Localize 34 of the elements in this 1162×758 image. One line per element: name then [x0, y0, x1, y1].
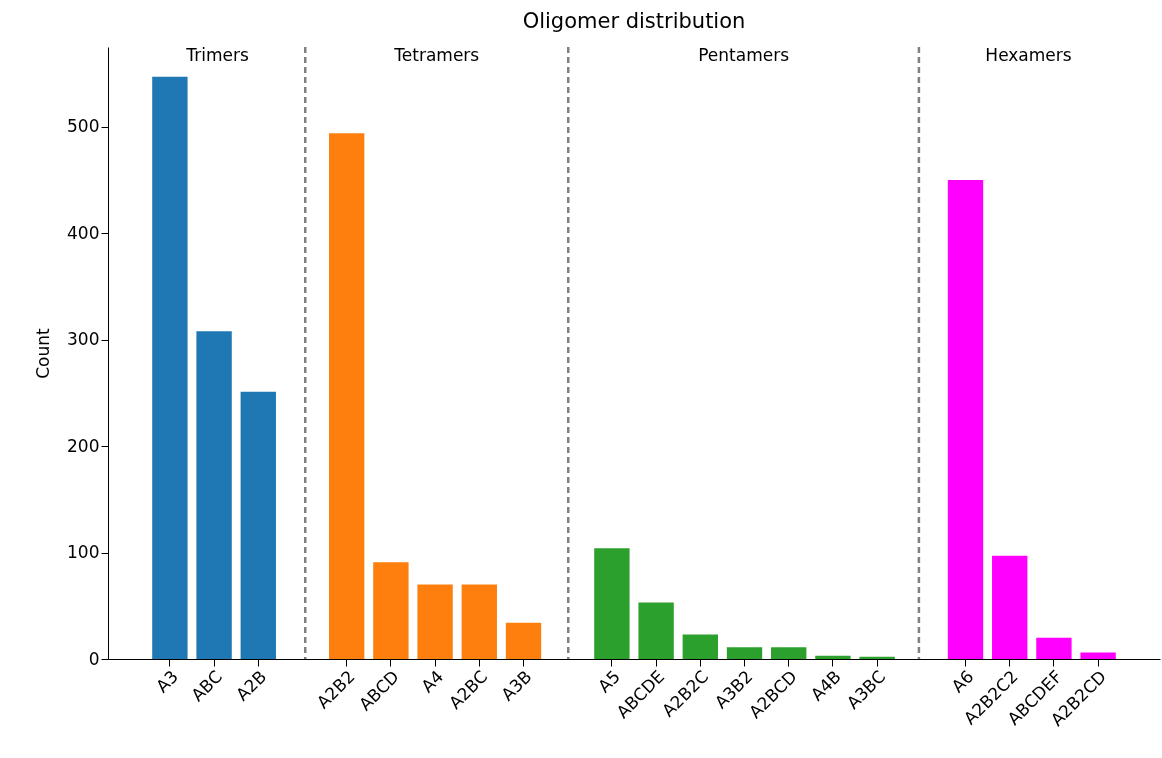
x-tick-label: A4: [417, 666, 448, 697]
annotation: Hexamers: [985, 45, 1072, 65]
bar: [417, 584, 453, 659]
bar: [461, 584, 497, 659]
x-tick-label: A3: [151, 666, 182, 697]
bar: [1036, 637, 1072, 659]
bar: [196, 331, 232, 659]
y-tick-label: 300: [67, 329, 100, 350]
y-tick-label: 400: [67, 222, 100, 243]
y-tick-label: 200: [67, 435, 100, 456]
bar: [638, 602, 674, 659]
y-axis-title: Count: [33, 327, 54, 379]
bar: [594, 548, 630, 659]
chart-title: Oligomer distribution: [522, 8, 746, 33]
annotation: Trimers: [185, 45, 249, 65]
bar: [771, 647, 807, 659]
bar: [726, 647, 763, 659]
y-tick-label: 0: [88, 648, 100, 669]
bar: [505, 622, 542, 659]
bar: [947, 180, 984, 659]
bar: [992, 555, 1028, 659]
x-tick-label: A5: [593, 666, 624, 697]
annotation: Pentamers: [698, 45, 790, 65]
bar: [859, 656, 895, 659]
bar: [373, 562, 409, 659]
bar: [240, 391, 276, 659]
bar: [815, 655, 851, 659]
bar: [682, 634, 718, 659]
y-tick-label: 500: [67, 116, 100, 137]
bar: [329, 133, 365, 659]
bar: [152, 76, 188, 659]
y-tick-label: 100: [67, 542, 100, 563]
annotation: Tetramers: [393, 45, 480, 65]
bar: [1080, 652, 1116, 659]
